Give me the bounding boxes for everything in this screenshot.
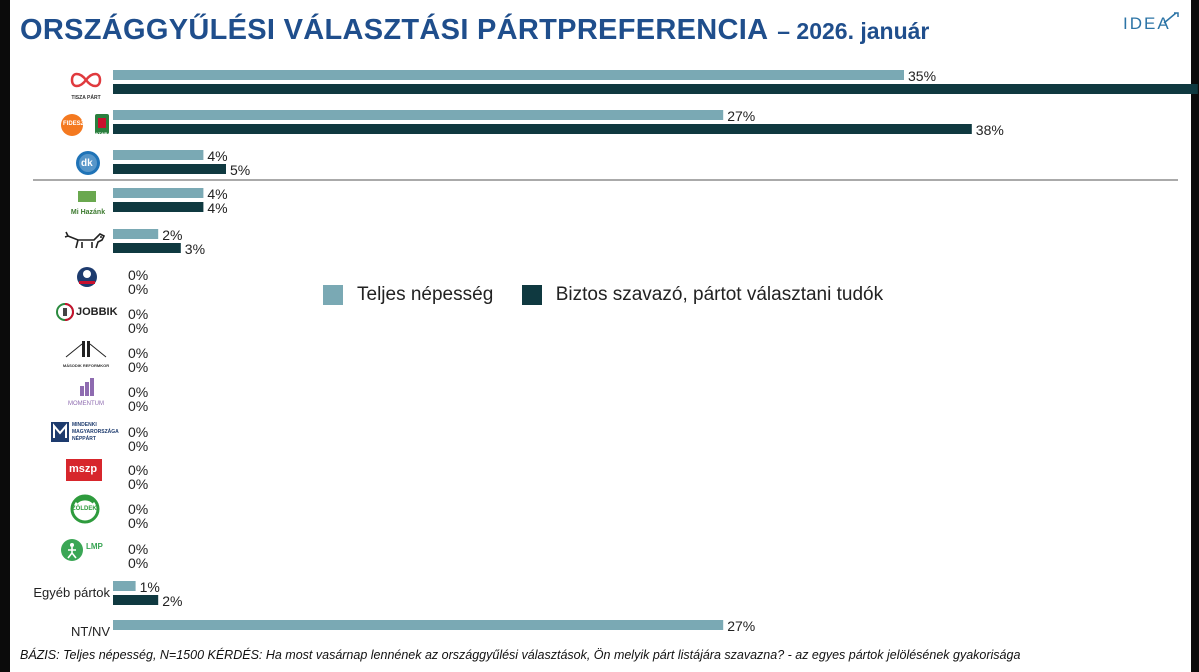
legend-swatch-total — [323, 285, 343, 305]
lmp-logo-text: LMP — [86, 542, 103, 551]
bar-likely — [113, 164, 226, 174]
fidesz-logo-text: FIDESZ — [63, 121, 85, 127]
tisza-logo-text: TISZA PÁRT — [71, 95, 101, 101]
jobbik-logo: JOBBIK — [56, 303, 118, 323]
bar-likely — [113, 84, 1198, 94]
brand-mark-icon — [1163, 12, 1179, 24]
right-frame — [1191, 0, 1199, 672]
bar-likely — [113, 202, 204, 212]
data-label-likely: 0% — [128, 438, 148, 454]
dk-icon — [76, 151, 100, 175]
legend-item-total: Teljes népesség — [323, 284, 493, 306]
legend-item-likely: Biztos szavazó, pártot választani tudók — [521, 284, 884, 306]
data-label-total: 35% — [908, 68, 936, 84]
data-label-total: 0% — [128, 267, 148, 283]
zoldek-icon — [70, 494, 100, 524]
data-label-likely: 3% — [185, 241, 205, 257]
fidesz-kdnp-logo: FIDESZ KDNP — [60, 112, 112, 138]
data-label-total: 0% — [128, 501, 148, 517]
data-label-likely: 4% — [207, 200, 227, 216]
data-label-likely: 5% — [230, 162, 250, 178]
dk-logo: dk — [75, 150, 101, 176]
data-label-total: 27% — [727, 618, 755, 634]
data-label-likely: 0% — [128, 398, 148, 414]
legend-label-likely: Biztos szavazó, pártot választani tudók — [555, 284, 884, 305]
data-label-likely: 38% — [976, 122, 1004, 138]
data-label-likely: 2% — [162, 593, 182, 609]
momentum-logo-text: MOMENTUM — [68, 401, 104, 407]
mmn-icon — [51, 422, 69, 442]
momentum-logo: MOMENTUM — [64, 378, 108, 407]
tisza-infinity-icon — [70, 72, 102, 88]
two-tailed-dog-icon — [64, 231, 106, 249]
bar-total — [113, 620, 724, 630]
data-label-likely: 0% — [128, 515, 148, 531]
jobbik-icon — [56, 303, 74, 321]
data-label-likely: 0% — [128, 359, 148, 375]
mkkp-logo — [64, 228, 108, 250]
mmn-logo-text: MINDENKI MAGYARORSZÁGA NÉPPÁRT — [72, 422, 119, 442]
mszp-logo: mszp — [66, 459, 102, 481]
bar-likely — [113, 243, 181, 253]
category-label: Egyéb pártok — [33, 585, 110, 600]
bar-total — [113, 70, 904, 80]
data-label-likely: 0% — [128, 476, 148, 492]
bar-total — [113, 581, 136, 591]
fidesz-kdnp-icon — [61, 114, 109, 136]
lmp-logo: LMP — [60, 538, 116, 562]
bar-total — [113, 150, 204, 160]
data-label-total: 0% — [128, 345, 148, 361]
data-label-total: 0% — [128, 424, 148, 440]
kdnp-logo-text: KDNP — [96, 131, 108, 136]
mhp-logo — [74, 265, 100, 289]
data-label-total: 1% — [140, 579, 160, 595]
gate-icon — [65, 341, 107, 358]
jobbik-logo-text: JOBBIK — [76, 306, 118, 318]
tisza-logo: TISZA PÁRT — [66, 70, 106, 101]
data-label-total: 27% — [727, 108, 755, 124]
data-label-total: 0% — [128, 462, 148, 478]
bar-total — [113, 229, 159, 239]
mi-hazank-logo: Mi Hazánk — [64, 190, 112, 216]
lmp-icon — [61, 539, 83, 561]
mmn-logo: MINDENKI MAGYARORSZÁGA NÉPPÁRT — [50, 420, 128, 446]
mhp-icon — [77, 267, 97, 287]
category-label: NT/NV — [71, 624, 110, 639]
bar-likely — [113, 595, 159, 605]
data-label-total: 4% — [207, 186, 227, 202]
legend-label-total: Teljes népesség — [357, 284, 494, 305]
data-label-total: 0% — [128, 541, 148, 557]
left-frame — [0, 0, 10, 672]
dk-logo-text: dk — [81, 158, 93, 169]
data-label-likely: 0% — [128, 281, 148, 297]
chart-legend: Teljes népesség Biztos szavazó, pártot v… — [323, 284, 907, 310]
legend-swatch-likely — [521, 285, 542, 305]
bar-total — [113, 188, 204, 198]
szazadveg-logo-text: MÁSODIK REFORMKOR — [62, 363, 110, 368]
footnote: BÁZIS: Teljes népesség, N=1500 KÉRDÉS: H… — [20, 648, 1021, 662]
brand-logo-text: IDEA — [1123, 14, 1171, 33]
title-date: – 2026. január — [777, 18, 930, 44]
data-label-likely: 0% — [128, 555, 148, 571]
mi-hazank-logo-text: Mi Hazánk — [70, 209, 106, 216]
zoldek-logo-text: ZÖLDEK — [72, 506, 97, 512]
momentum-bars-icon — [80, 378, 94, 396]
data-label-total: 0% — [128, 306, 148, 322]
data-label-likely: 0% — [128, 320, 148, 336]
data-label-total: 4% — [207, 148, 227, 164]
bar-total — [113, 110, 724, 120]
mi-hazank-flag-icon — [78, 191, 96, 202]
data-label-total: 0% — [128, 384, 148, 400]
mszp-logo-text: mszp — [69, 463, 98, 475]
title-main: ORSZÁGGYŰLÉSI VÁLASZTÁSI PÁRTPREFERENCIA — [20, 14, 769, 46]
page-title: ORSZÁGGYŰLÉSI VÁLASZTÁSI PÁRTPREFERENCIA… — [20, 10, 929, 47]
szazadveg-logo: MÁSODIK REFORMKOR — [56, 340, 116, 368]
bar-likely — [113, 124, 972, 134]
zoldek-logo: ZÖLDEK — [70, 494, 100, 524]
data-label-total: 2% — [162, 227, 182, 243]
